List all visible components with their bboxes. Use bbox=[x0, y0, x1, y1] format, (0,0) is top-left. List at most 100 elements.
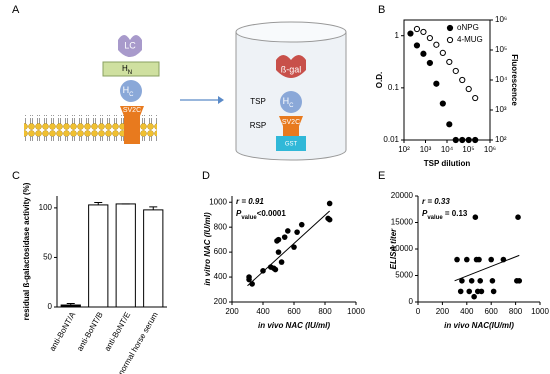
point bbox=[275, 236, 282, 243]
p-rest: <0.0001 bbox=[257, 209, 287, 218]
y-axis-label: ELISA titer bbox=[389, 228, 398, 269]
point bbox=[446, 121, 453, 128]
bar bbox=[115, 203, 136, 308]
point bbox=[472, 94, 479, 102]
legend-label: 4-MUG bbox=[457, 35, 483, 44]
gst-label: GST bbox=[285, 142, 298, 148]
bar bbox=[60, 304, 81, 308]
legend-marker bbox=[446, 36, 454, 44]
sv2c-label: SV2C bbox=[123, 107, 141, 114]
point bbox=[413, 25, 421, 33]
point bbox=[433, 41, 440, 48]
x-axis-label: in vivo NAC(IU/ml) bbox=[444, 321, 514, 330]
hc-main: H bbox=[123, 85, 130, 95]
point bbox=[472, 214, 479, 220]
y-axis-label: O.D. bbox=[375, 72, 384, 88]
panel-label: C bbox=[12, 170, 20, 182]
panel-label: B bbox=[378, 4, 385, 16]
y-tick-label: 0.01 bbox=[383, 135, 399, 144]
point bbox=[476, 256, 482, 263]
point bbox=[278, 259, 285, 265]
x-tick-label: 10⁴ bbox=[441, 145, 454, 154]
bar bbox=[88, 204, 109, 308]
point bbox=[275, 249, 282, 255]
hc-shape bbox=[280, 91, 302, 113]
x-tick-label: 400 bbox=[460, 307, 474, 316]
sv2c-label: SV2C bbox=[282, 119, 300, 126]
point bbox=[454, 256, 460, 263]
bgal-label: ß-gal bbox=[281, 64, 302, 74]
annotation-r: r = 0.91 bbox=[236, 197, 264, 206]
tsp-label: TSP bbox=[250, 97, 266, 106]
hn-shape bbox=[102, 61, 160, 77]
point bbox=[489, 278, 496, 284]
y-tick-label: 200 bbox=[214, 297, 228, 306]
point bbox=[490, 288, 497, 295]
point bbox=[459, 76, 466, 84]
diagram: SV2C HC HN LC ß-gal HC SV2C GST TSP RSP bbox=[24, 21, 347, 161]
point bbox=[452, 67, 459, 75]
y-tick-label: 1 bbox=[395, 31, 400, 40]
x-tick-label: 800 bbox=[509, 307, 523, 316]
y-tick-label: 1000 bbox=[209, 197, 227, 206]
point bbox=[464, 256, 470, 263]
x-tick-label: 10⁵ bbox=[462, 145, 474, 154]
y2-tick-label: 10³ bbox=[495, 105, 507, 114]
y-tick-label: 15000 bbox=[391, 218, 414, 227]
error-bar bbox=[94, 201, 103, 205]
y-tick-label: 0 bbox=[409, 297, 414, 306]
fit-line bbox=[247, 210, 330, 287]
x-tick-label: 200 bbox=[225, 307, 239, 316]
point bbox=[426, 34, 433, 42]
x-tick-label: 1000 bbox=[531, 307, 549, 316]
well-top bbox=[235, 21, 347, 43]
point bbox=[516, 278, 523, 284]
y2-tick-label: 10⁶ bbox=[495, 15, 507, 24]
panel-label: E bbox=[378, 170, 385, 182]
point bbox=[426, 59, 433, 67]
x-axis-label: TSP dilution bbox=[424, 159, 471, 168]
point bbox=[326, 200, 333, 207]
hn-main: H bbox=[122, 64, 128, 73]
p-main: P bbox=[236, 209, 242, 218]
point bbox=[478, 288, 485, 295]
point bbox=[298, 221, 305, 228]
hc-label: HC bbox=[283, 96, 295, 108]
point bbox=[477, 278, 484, 284]
hn-label: HN bbox=[122, 64, 132, 75]
y-tick-label: 400 bbox=[214, 272, 228, 281]
y-tick-label: 100 bbox=[39, 203, 53, 212]
point bbox=[420, 28, 427, 36]
hc-main: H bbox=[283, 96, 290, 106]
y-tick-label: 10000 bbox=[391, 244, 414, 253]
point bbox=[326, 216, 333, 223]
p-main: P bbox=[422, 209, 428, 218]
fit-line bbox=[454, 254, 520, 282]
error-bar bbox=[66, 303, 75, 306]
x-tick-label: anti-BoNT/B bbox=[75, 311, 105, 353]
y-tick-label: 5000 bbox=[395, 271, 413, 280]
point bbox=[294, 229, 300, 235]
x-tick-label: 800 bbox=[318, 307, 332, 316]
y-axis-label: residual ß-galactosidase activity (%) bbox=[22, 182, 31, 320]
bgal-shape bbox=[276, 55, 306, 78]
x-tick-label: 10⁶ bbox=[484, 145, 496, 154]
point bbox=[466, 288, 473, 295]
point bbox=[472, 136, 479, 144]
point bbox=[515, 214, 521, 220]
point bbox=[468, 278, 475, 284]
hc-sub: C bbox=[129, 92, 134, 98]
point bbox=[439, 100, 446, 107]
x-tick-label: 600 bbox=[485, 307, 499, 316]
sv2c-shape bbox=[279, 116, 303, 136]
point bbox=[459, 278, 465, 284]
x-tick-label: 0 bbox=[416, 307, 421, 316]
x-tick-label: 400 bbox=[256, 307, 270, 316]
y2-tick-label: 10⁵ bbox=[495, 45, 507, 54]
y-tick-label: 800 bbox=[214, 222, 228, 231]
point bbox=[459, 136, 466, 144]
y-tick-label: 20000 bbox=[391, 191, 414, 200]
hc-shape bbox=[120, 80, 142, 102]
point bbox=[420, 50, 427, 57]
